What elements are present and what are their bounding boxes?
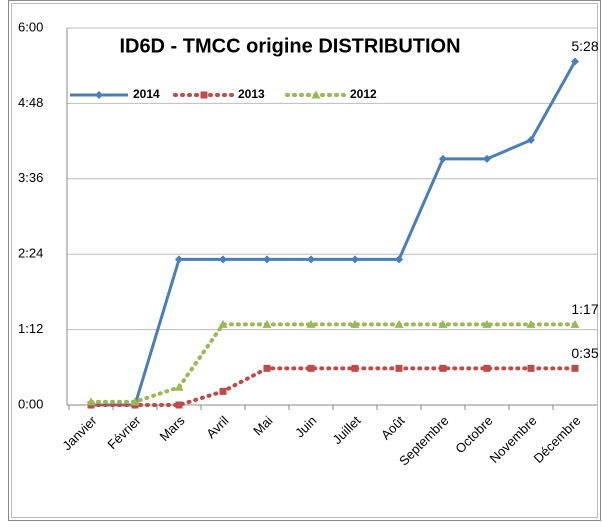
data-point [571, 57, 579, 66]
data-point [219, 255, 227, 264]
series-line [91, 60, 577, 407]
data-point [527, 364, 535, 372]
data-point [306, 319, 316, 328]
series-line [89, 322, 577, 404]
data-point [526, 319, 536, 328]
y-tick-label: 0:00 [18, 396, 43, 411]
data-point [263, 364, 271, 372]
chart-title: ID6D - TMCC origine DISTRIBUTION [119, 35, 460, 57]
data-point [350, 319, 360, 328]
data-point [527, 136, 535, 145]
y-tick-label: 6:00 [18, 19, 43, 34]
legend-marker [311, 90, 321, 99]
data-point [483, 154, 491, 163]
legend-marker [95, 91, 103, 99]
data-point [219, 387, 227, 395]
data-point [218, 319, 228, 328]
data-point [394, 319, 404, 328]
data-point [351, 255, 359, 264]
data-point [482, 319, 492, 328]
data-point [263, 255, 271, 264]
y-tick-label: 1:12 [18, 321, 43, 336]
series-line [89, 366, 577, 407]
data-point [439, 364, 447, 372]
y-tick-label: 4:48 [18, 95, 43, 110]
legend-marker [200, 91, 208, 99]
data-point [395, 364, 403, 372]
data-point [438, 319, 448, 328]
data-point [570, 319, 580, 328]
legend-label: 2013 [238, 87, 265, 101]
data-label: 5:28 [571, 38, 598, 54]
data-point [351, 364, 359, 372]
data-label: 0:35 [571, 345, 598, 361]
data-point [175, 255, 183, 264]
data-point [483, 364, 491, 372]
data-point [175, 401, 183, 409]
data-point [307, 255, 315, 264]
data-point [395, 255, 403, 264]
y-tick-label: 2:24 [18, 246, 43, 261]
chart-inner-frame [11, 3, 598, 518]
data-point [262, 319, 272, 328]
data-point [571, 364, 579, 372]
y-tick-label: 3:36 [18, 170, 43, 185]
legend-label: 2014 [133, 87, 160, 101]
data-point [86, 397, 96, 406]
data-point [174, 382, 184, 391]
data-point [130, 397, 140, 406]
data-point [307, 364, 315, 372]
legend-label: 2012 [350, 87, 377, 101]
data-label: 1:17 [571, 301, 598, 317]
data-point [439, 154, 447, 163]
